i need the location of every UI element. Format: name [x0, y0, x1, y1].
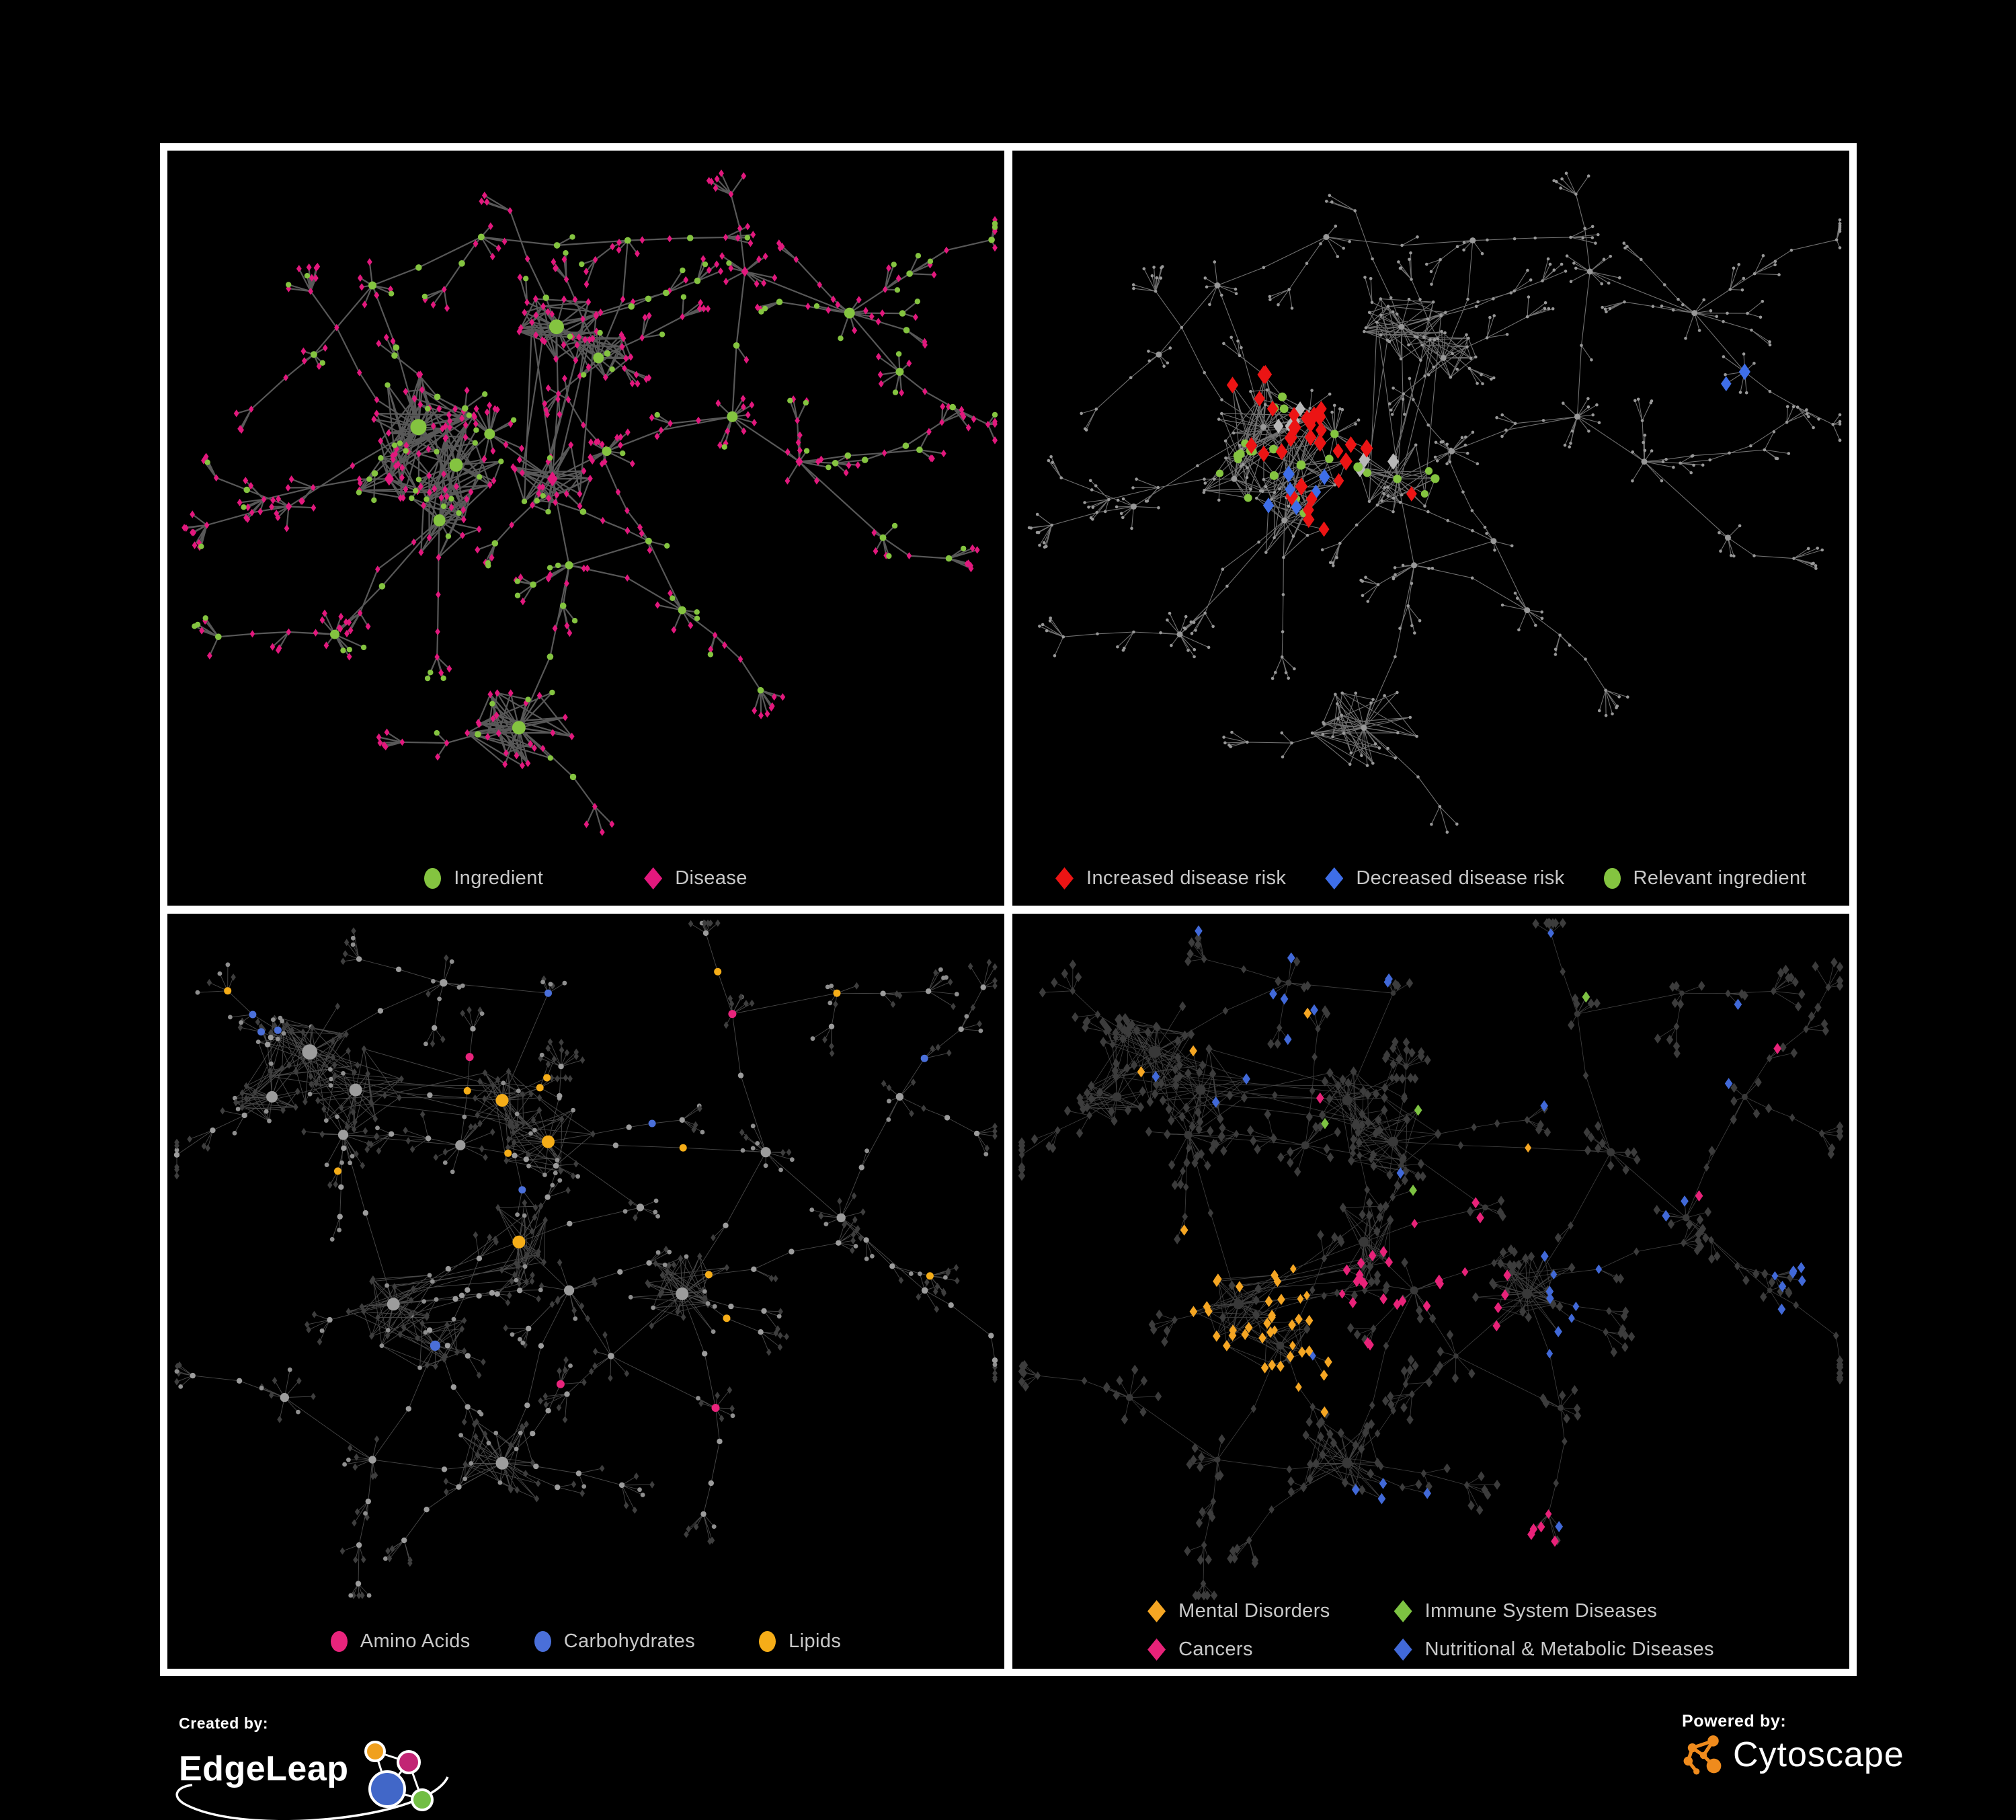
- legend-item-cancers: Cancers: [1147, 1638, 1253, 1661]
- panel-disease-categories: Mental Disorders Immune System Diseases Ca…: [1012, 914, 1849, 1669]
- legend-ingredient-disease: Ingredient Disease: [167, 867, 1004, 889]
- legend-label-relevant-ingredient: Relevant ingredient: [1633, 867, 1807, 889]
- created-by-block: Created by: EdgeLeap: [175, 1714, 468, 1820]
- legend-marker-disease: [644, 867, 663, 889]
- legend-marker-decreased-disease-risk: [1325, 867, 1344, 889]
- legend-marker-immune-system-diseases: [1394, 1600, 1412, 1622]
- legend-label-lipids: Lipids: [789, 1630, 842, 1652]
- cytoscape-lockup: Cytoscape: [1682, 1734, 1904, 1776]
- legend-item-mental-disorders: Mental Disorders: [1147, 1600, 1330, 1622]
- created-by-label: Created by:: [179, 1714, 269, 1732]
- powered-by-block: Powered by: Cytoscape: [1682, 1712, 1904, 1776]
- edgeleap-lockup: EdgeLeap: [175, 1735, 468, 1820]
- legend-item-lipids: Lipids: [759, 1630, 841, 1653]
- legend-marker-relevant-ingredient: [1603, 868, 1621, 889]
- legend-disease-risk: Increased disease risk Decreased disease …: [1012, 867, 1849, 889]
- powered-by-label: Powered by:: [1682, 1712, 1787, 1731]
- ingredient-class-network-graph: [173, 919, 998, 1599]
- ingredient-disease-network-graph: [182, 169, 998, 836]
- legend-disease-categories: Mental Disorders Immune System Diseases Ca…: [1012, 1600, 1849, 1661]
- edgeleap-logo-icon: [175, 1741, 449, 1820]
- legend-item-immune-system-diseases: Immune System Diseases: [1394, 1600, 1658, 1622]
- panel-grid: Ingredient Disease Increased disease risk…: [160, 143, 1857, 1676]
- legend-label-ingredient: Ingredient: [454, 867, 544, 889]
- legend-marker-amino-acids: [330, 1631, 348, 1652]
- legend-label-increased-disease-risk: Increased disease risk: [1086, 867, 1287, 889]
- legend-item-increased-disease-risk: Increased disease risk: [1055, 867, 1286, 889]
- legend-label-nutritional-metabolic-diseases: Nutritional & Metabolic Diseases: [1424, 1638, 1714, 1660]
- legend-marker-carbohydrates: [534, 1631, 551, 1652]
- legend-label-cancers: Cancers: [1178, 1638, 1253, 1660]
- legend-label-disease: Disease: [675, 867, 748, 889]
- legend-marker-nutritional-metabolic-diseases: [1394, 1638, 1412, 1661]
- legend-item-nutritional-metabolic-diseases: Nutritional & Metabolic Diseases: [1394, 1638, 1714, 1661]
- cytoscape-brand: Cytoscape: [1733, 1735, 1904, 1774]
- disease-category-network-graph: [1018, 918, 1844, 1601]
- disease-risk-network-graph: [1027, 171, 1842, 834]
- legend-label-immune-system-diseases: Immune System Diseases: [1424, 1600, 1658, 1622]
- legend-label-carbohydrates: Carbohydrates: [563, 1630, 696, 1652]
- legend-label-mental-disorders: Mental Disorders: [1178, 1600, 1330, 1622]
- legend-marker-cancers: [1147, 1638, 1166, 1661]
- legend-label-decreased-disease-risk: Decreased disease risk: [1356, 867, 1565, 889]
- legend-ingredient-classes: Amino Acids Carbohydrates Lipids: [167, 1630, 1004, 1653]
- edgeleap-brand: EdgeLeap: [179, 1749, 349, 1788]
- legend-marker-ingredient: [424, 868, 442, 889]
- cytoscape-logo-icon: [1683, 1735, 1722, 1775]
- legend-item-disease: Disease: [644, 867, 748, 889]
- legend-marker-mental-disorders: [1147, 1600, 1166, 1622]
- legend-item-amino-acids: Amino Acids: [330, 1630, 471, 1653]
- panel-ingredient-classes: Amino Acids Carbohydrates Lipids: [167, 914, 1004, 1669]
- legend-marker-lipids: [759, 1631, 776, 1652]
- legend-item-carbohydrates: Carbohydrates: [534, 1630, 695, 1653]
- legend-item-relevant-ingredient: Relevant ingredient: [1603, 867, 1807, 889]
- panel-disease-risk: Increased disease risk Decreased disease …: [1012, 151, 1849, 906]
- panel-ingredient-disease: Ingredient Disease: [167, 151, 1004, 906]
- legend-item-decreased-disease-risk: Decreased disease risk: [1325, 867, 1564, 889]
- legend-item-ingredient: Ingredient: [424, 867, 543, 889]
- legend-marker-increased-disease-risk: [1055, 867, 1074, 889]
- legend-label-amino-acids: Amino Acids: [360, 1630, 471, 1652]
